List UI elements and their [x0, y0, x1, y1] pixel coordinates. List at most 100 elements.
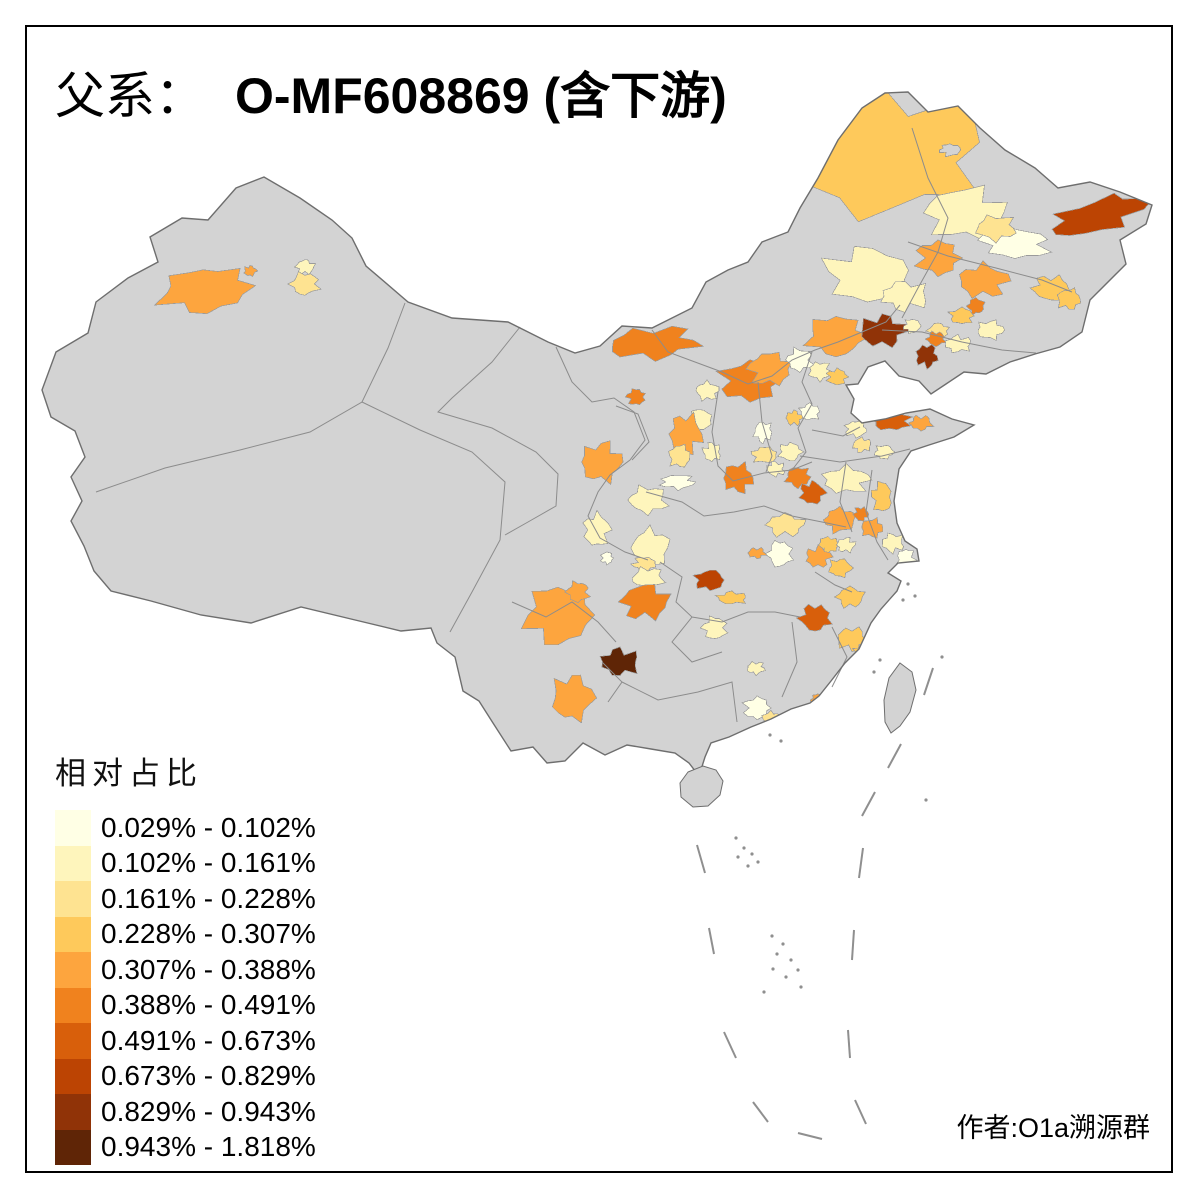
- legend-range-label: 0.228% - 0.307%: [101, 918, 316, 950]
- prefecture-region: [668, 443, 691, 468]
- prefecture-region: [977, 319, 1006, 342]
- prefecture-region: [852, 436, 871, 454]
- prefecture-region: [746, 660, 767, 677]
- prefecture-region: [286, 271, 323, 296]
- prefecture-region: [833, 585, 866, 609]
- prefecture-region: [924, 330, 948, 348]
- legend-color-swatch: [55, 845, 91, 881]
- legend-color-swatch: [55, 916, 91, 952]
- sea-islets: [734, 582, 944, 994]
- prefecture-region: [153, 267, 257, 315]
- legend-range-label: 0.161% - 0.228%: [101, 882, 316, 914]
- prefecture-region: [668, 411, 705, 456]
- prefecture-region: [802, 316, 872, 358]
- legend-item: 0.102% - 0.161%: [55, 845, 316, 881]
- legend-range-label: 0.829% - 0.943%: [101, 1095, 316, 1127]
- legend-item: 0.829% - 0.943%: [55, 1094, 316, 1130]
- prefecture-region: [958, 260, 1012, 299]
- legend-item: 0.161% - 0.228%: [55, 881, 316, 917]
- legend-color-swatch: [55, 1058, 91, 1094]
- prefecture-region: [880, 281, 927, 313]
- prefecture-region: [852, 506, 869, 522]
- sea-boundary-dashes: [696, 667, 934, 1140]
- prefecture-region: [552, 674, 598, 724]
- legend-range-label: 0.388% - 0.491%: [101, 989, 316, 1021]
- legend-color-swatch: [55, 1129, 91, 1165]
- prefecture-region: [946, 306, 975, 324]
- prefecture-region: [861, 313, 910, 349]
- prefecture-region: [975, 214, 1017, 244]
- legend-range-label: 0.029% - 0.102%: [101, 811, 316, 843]
- prefecture-region: [870, 480, 892, 512]
- title-haplogroup: O-MF608869 (含下游): [235, 68, 727, 124]
- legend-range-label: 0.673% - 0.829%: [101, 1060, 316, 1092]
- prefecture-region: [908, 414, 935, 432]
- prefecture-region: [807, 361, 832, 384]
- prefecture-region: [612, 325, 705, 362]
- legend-range-label: 0.102% - 0.161%: [101, 847, 316, 879]
- legend-item: 0.307% - 0.388%: [55, 952, 316, 988]
- prefecture-region: [805, 544, 834, 568]
- legend-item: 0.228% - 0.307%: [55, 916, 316, 952]
- prefecture-region: [564, 579, 592, 604]
- prefecture-region: [798, 479, 828, 505]
- prefecture-region: [795, 603, 833, 632]
- mainland-landmass: [42, 92, 1152, 776]
- legend-item: 0.673% - 0.829%: [55, 1058, 316, 1094]
- island: [883, 662, 917, 734]
- legend-rows: 0.029% - 0.102% 0.102% - 0.161% 0.161% - 0…: [55, 810, 316, 1165]
- legend-title: 相对占比: [55, 756, 203, 791]
- prefecture-region: [825, 367, 850, 386]
- prefecture-region: [714, 590, 747, 605]
- prefecture-layer: [153, 92, 1152, 726]
- prefecture-region: [776, 441, 805, 462]
- prefecture-region: [881, 532, 905, 555]
- legend-color-swatch: [55, 1023, 91, 1059]
- legend-color-swatch: [55, 1094, 91, 1130]
- legend: 相对占比 0.029% - 0.102% 0.102% - 0.161% 0.161…: [55, 748, 316, 1165]
- prefecture-region: [582, 509, 613, 546]
- prefecture-region: [1056, 287, 1082, 310]
- legend-color-swatch: [55, 987, 91, 1023]
- prefecture-region: [723, 460, 755, 495]
- island: [679, 765, 724, 808]
- prefecture-region: [835, 536, 857, 554]
- prefecture-region: [797, 402, 821, 420]
- prefecture-region: [873, 444, 896, 460]
- prefecture-region: [627, 484, 670, 517]
- prefecture-region: [785, 409, 804, 427]
- legend-item: 0.943% - 1.818%: [55, 1129, 316, 1165]
- prefecture-region: [915, 344, 939, 370]
- prefecture-region: [624, 388, 646, 406]
- legend-item: 0.491% - 0.673%: [55, 1023, 316, 1059]
- legend-color-swatch: [55, 952, 91, 988]
- prefecture-region: [617, 584, 672, 622]
- prefecture-region: [976, 224, 1053, 259]
- prefecture-region: [692, 569, 725, 592]
- legend-color-swatch: [55, 810, 91, 846]
- page-title: 父系： O-MF608869 (含下游): [55, 56, 727, 128]
- prefecture-region: [745, 351, 793, 387]
- prefecture-region: [243, 265, 259, 277]
- prefecture-region: [747, 547, 769, 560]
- legend-item: 0.388% - 0.491%: [55, 987, 316, 1023]
- prefecture-region: [1051, 192, 1152, 236]
- prefecture-region: [630, 556, 656, 572]
- author-credit: 作者:O1a溯源群: [956, 1113, 1150, 1143]
- national-border: [41, 91, 1153, 778]
- prefecture-region: [658, 475, 697, 492]
- legend-range-label: 0.307% - 0.388%: [101, 953, 316, 985]
- legend-range-label: 0.491% - 0.673%: [101, 1024, 316, 1056]
- title-prefix: 父系：: [55, 68, 205, 124]
- prefecture-region: [820, 462, 873, 494]
- prefecture-region: [581, 440, 624, 486]
- legend-range-label: 0.943% - 1.818%: [101, 1131, 316, 1163]
- legend-item: 0.029% - 0.102%: [55, 810, 316, 846]
- prefecture-region: [828, 558, 855, 579]
- prefecture-region: [599, 551, 615, 566]
- prefecture-region: [965, 297, 986, 316]
- province-borders: [95, 127, 1073, 723]
- prefecture-region: [822, 505, 857, 535]
